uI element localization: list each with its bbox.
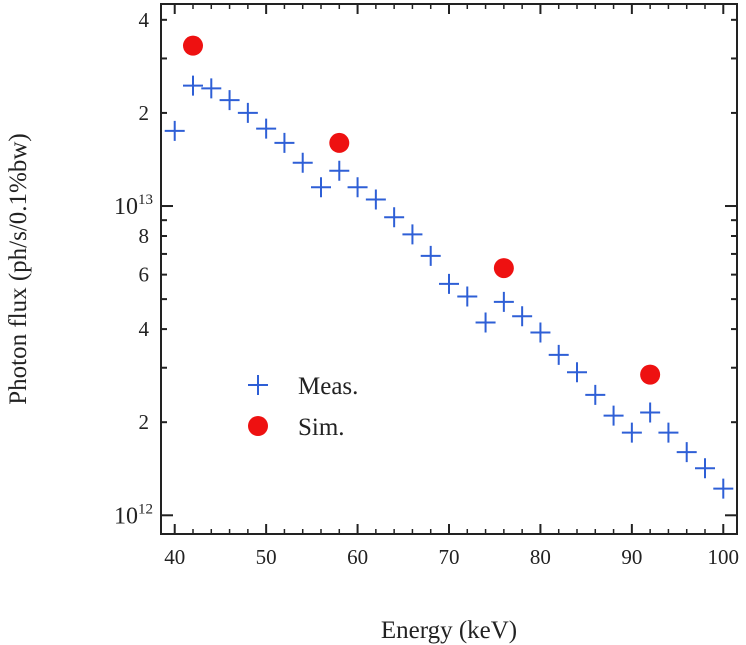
meas-point (567, 362, 587, 383)
y-tick-exponent: 12 (138, 501, 153, 517)
meas-point (530, 322, 551, 343)
y-tick-exponent: 13 (138, 192, 153, 208)
legend-item-sim: Sim. (248, 414, 345, 441)
series-meas (164, 75, 734, 499)
meas-point (329, 160, 350, 181)
meas-point (475, 312, 496, 333)
meas-point (420, 245, 441, 266)
meas-point (512, 306, 533, 327)
meas-point (311, 177, 331, 198)
meas-point (201, 78, 222, 99)
y-tick-label-minor: 8 (139, 224, 150, 248)
meas-point (676, 442, 697, 463)
y-tick-label-minor: 6 (139, 263, 150, 287)
meas-point (183, 75, 203, 96)
meas-point (658, 422, 679, 443)
meas-point (292, 152, 313, 173)
meas-point (621, 422, 642, 443)
x-tick-label: 70 (439, 545, 460, 569)
y-tick-label-minor: 4 (139, 8, 150, 32)
y-tick-label-minor: 4 (139, 317, 150, 341)
meas-point (164, 120, 185, 141)
plot-frame (160, 3, 738, 535)
meas-point (384, 207, 405, 228)
meas-point (493, 291, 514, 312)
meas-point (365, 189, 386, 210)
meas-point (457, 286, 478, 307)
legend-meas-marker (248, 375, 268, 395)
x-tick-label: 60 (347, 545, 368, 569)
meas-point (439, 273, 459, 294)
x-tick-label: 90 (621, 545, 642, 569)
meas-point (585, 384, 606, 405)
x-tick-label: 80 (530, 545, 551, 569)
meas-point (347, 177, 368, 198)
meas-point (713, 478, 734, 499)
meas-point (548, 344, 569, 365)
meas-point (219, 90, 240, 111)
y-tick-label-minor: 2 (139, 101, 150, 125)
meas-point (640, 402, 661, 423)
meas-point (237, 102, 258, 123)
y-tick-label-minor: 2 (139, 410, 150, 434)
legend-item-meas: Meas. (248, 373, 358, 400)
sim-point (493, 258, 514, 279)
series-sim (183, 35, 661, 385)
x-axis-ticks: 40 50 60 70 80 90 100 (164, 4, 739, 569)
meas-point (603, 405, 624, 426)
sim-point (183, 35, 203, 56)
legend-sim-marker (248, 416, 268, 436)
meas-point (274, 132, 295, 153)
meas-point (402, 224, 423, 245)
y-tick-label-major: 1013 (114, 192, 153, 220)
legend-meas-label: Meas. (298, 373, 358, 400)
y-tick-base: 10 (114, 503, 138, 529)
sim-point (640, 364, 661, 385)
y-tick-label-major: 1012 (114, 501, 153, 529)
meas-point (695, 458, 715, 479)
x-tick-label: 40 (164, 545, 185, 569)
x-axis-title: Energy (keV) (381, 617, 517, 644)
y-axis-title: Photon flux (ph/s/0.1%bw) (5, 133, 32, 405)
sim-point (329, 132, 350, 153)
x-tick-label: 50 (256, 545, 277, 569)
x-tick-label: 100 (708, 545, 740, 569)
y-tick-base: 10 (114, 194, 138, 220)
legend-sim-label: Sim. (298, 414, 345, 441)
meas-point (256, 118, 277, 139)
legend: Meas. Sim. (248, 373, 358, 441)
